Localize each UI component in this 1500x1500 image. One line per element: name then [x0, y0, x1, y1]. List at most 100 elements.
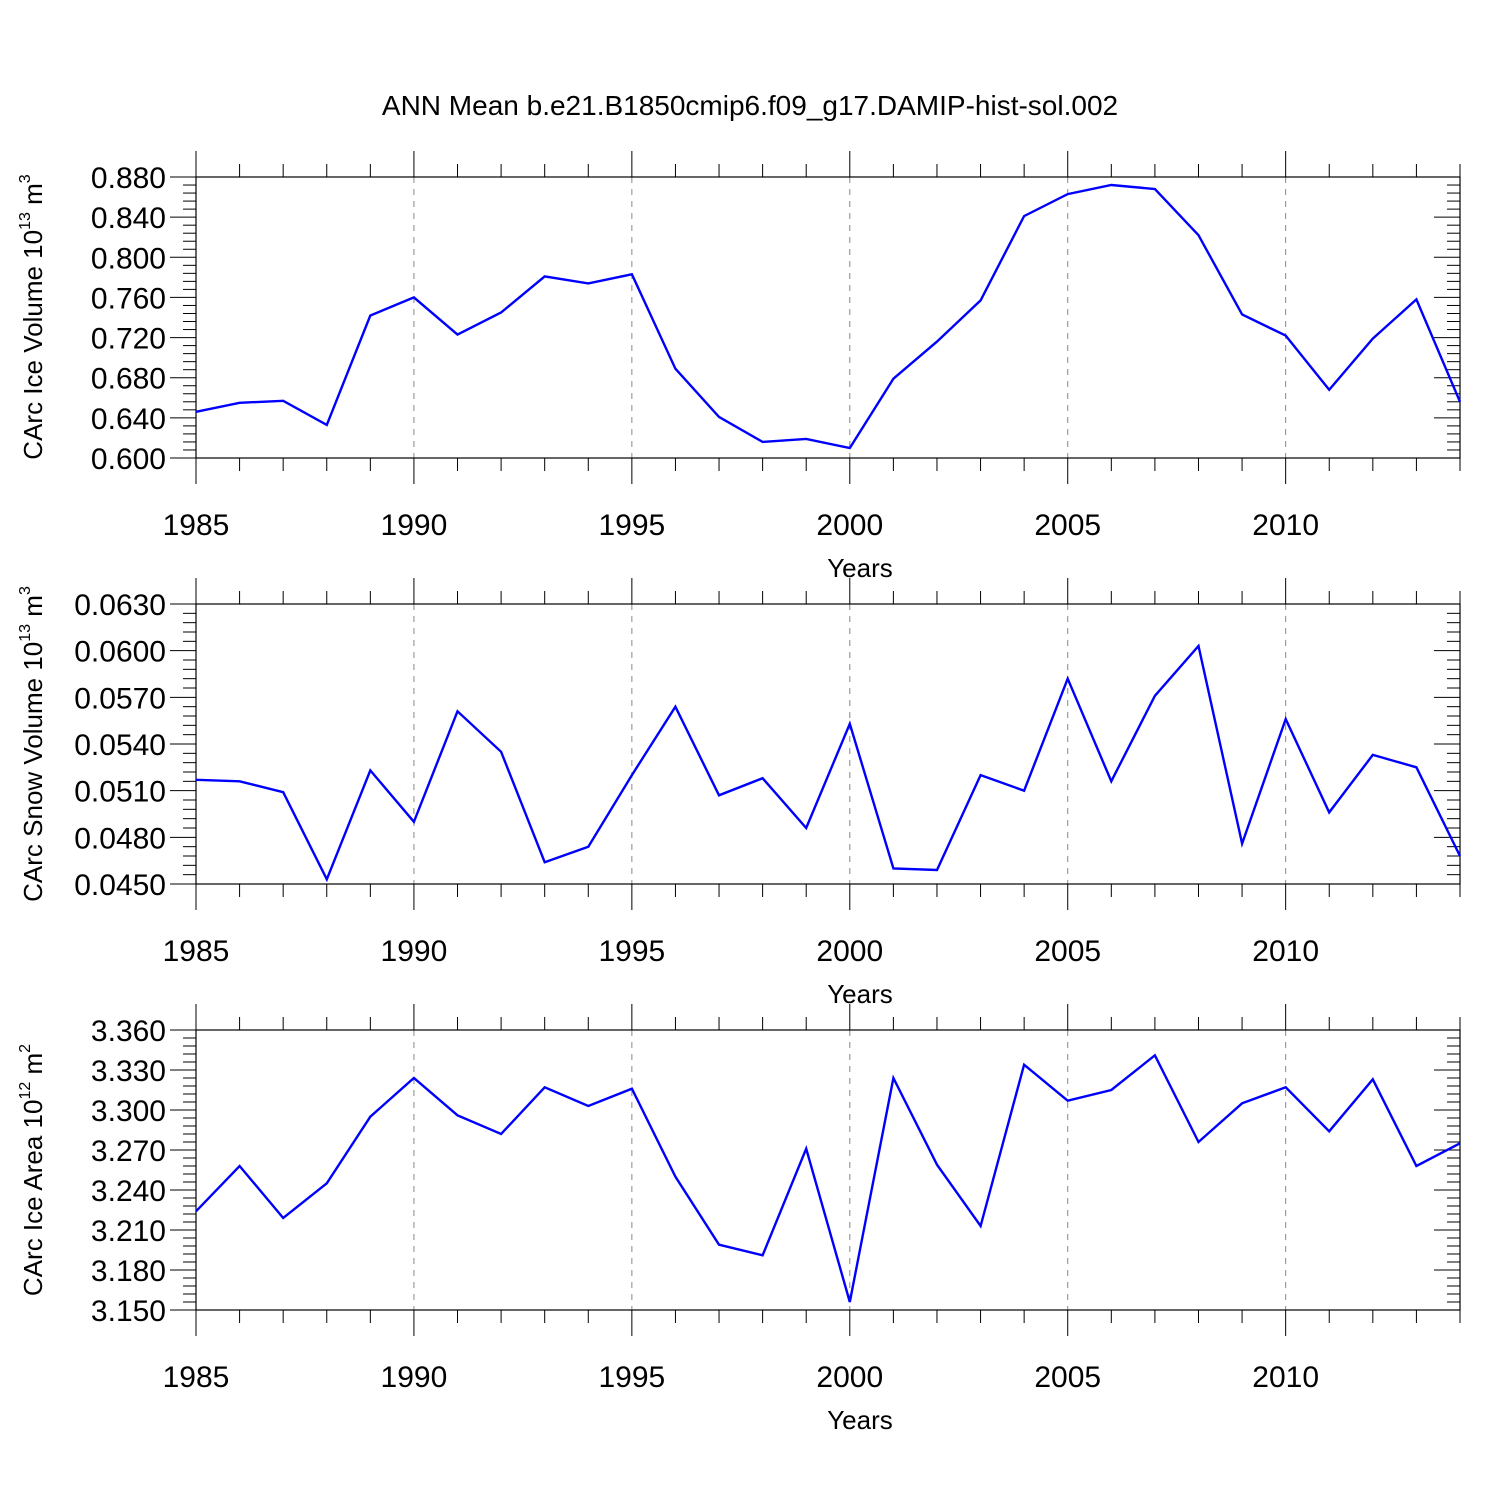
y-axis-title-unit-exp: 3: [17, 174, 34, 183]
data-point-1986: [238, 780, 241, 783]
y-tick-label-0: 0.0450: [74, 869, 166, 902]
data-point-1985: [195, 410, 198, 413]
y-tick-label-1: 0.0480: [74, 822, 166, 855]
y-tick-label-1: 3.180: [91, 1255, 166, 1288]
data-point-2004: [1023, 215, 1026, 218]
plot-frame: [195, 1029, 1461, 1311]
y-tick-label-6: 3.330: [91, 1055, 166, 1088]
data-point-1985: [195, 1210, 198, 1213]
data-point-1990: [412, 296, 415, 299]
data-point-1988: [325, 878, 328, 881]
plot-frame: [195, 603, 1461, 885]
x-tick-label-4: 2005: [1034, 509, 1101, 542]
data-point-2009: [1241, 1102, 1244, 1105]
series-line: [195, 1053, 1461, 1303]
data-point-1997: [718, 1243, 721, 1246]
data-point-2014: [1459, 1142, 1462, 1145]
data-point-2010: [1284, 718, 1287, 721]
x-tick-label-5: 2010: [1252, 509, 1319, 542]
y-axis-title-main: CArc Ice Volume 10: [18, 230, 48, 460]
x-axis-title: Years: [827, 1405, 893, 1435]
x-axis-title: Years: [827, 553, 893, 583]
y-tick-label-2: 0.680: [91, 363, 166, 396]
data-point-2003: [979, 774, 982, 777]
y-tick-label-3: 0.720: [91, 323, 166, 356]
x-tick-label-4: 2005: [1034, 1361, 1101, 1394]
data-point-1986: [238, 401, 241, 404]
panel-2: 0.0450 0.0480 0.0510 0.0540 0.0570 0.0600 0.06…: [17, 578, 1462, 1009]
data-point-2011: [1328, 388, 1331, 391]
data-point-2014: [1459, 400, 1462, 403]
data-point-1989: [369, 314, 372, 317]
data-point-2007: [1153, 694, 1156, 697]
y-tick-label-7: 0.880: [91, 162, 166, 195]
x-tick-label-0: 1985: [163, 1361, 230, 1394]
x-tick-label-0: 1985: [163, 935, 230, 968]
data-point-1993: [543, 1086, 546, 1089]
panel-1: 0.600 0.640 0.680 0.720 0.760 0.800 0.840 0.880…: [17, 151, 1462, 583]
data-point-1987: [282, 399, 285, 402]
data-point-2013: [1415, 298, 1418, 301]
y-axis-title-exp: 13: [17, 624, 34, 642]
y-tick-label-0: 3.150: [91, 1295, 166, 1328]
data-point-2011: [1328, 811, 1331, 814]
data-point-2008: [1197, 1141, 1200, 1144]
series-line: [195, 183, 1462, 450]
data-point-1990: [412, 820, 415, 823]
data-point-2001: [892, 1077, 895, 1080]
data-point-2014: [1459, 855, 1462, 858]
plot-frame: [195, 176, 1461, 459]
chart-title: ANN Mean b.e21.B1850cmip6.f09_g17.DAMIP-…: [382, 90, 1118, 121]
data-point-1986: [238, 1165, 241, 1168]
y-axis-title-main: CArc Snow Volume 10: [18, 642, 48, 902]
data-point-1994: [587, 282, 590, 285]
data-point-1997: [718, 794, 721, 797]
data-point-1988: [325, 423, 328, 426]
y-tick-label-3: 0.0540: [74, 729, 166, 762]
series-line: [195, 643, 1462, 883]
y-tick-label-1: 0.640: [91, 403, 166, 436]
data-point-2002: [936, 340, 939, 343]
panels: 0.600 0.640 0.680 0.720 0.760 0.800 0.840 0.880…: [17, 151, 1462, 1435]
data-point-2005: [1066, 193, 1069, 196]
data-point-2000: [848, 447, 851, 450]
x-tick-label-3: 2000: [816, 935, 883, 968]
y-tick-label-4: 3.270: [91, 1135, 166, 1168]
y-tick-label-6: 0.840: [91, 202, 166, 235]
data-point-1992: [500, 1133, 503, 1136]
y-tick-label-5: 3.300: [91, 1095, 166, 1128]
data-point-2012: [1371, 337, 1374, 340]
data-point-1989: [369, 1115, 372, 1118]
data-point-1994: [587, 845, 590, 848]
y-axis-title-exp: 12: [17, 1082, 34, 1100]
data-point-1985: [195, 778, 198, 781]
data-point-1987: [282, 791, 285, 794]
data-point-2012: [1371, 753, 1374, 756]
data-point-1998: [761, 1254, 764, 1257]
data-point-1998: [761, 777, 764, 780]
y-axis-title-unit: m: [18, 1053, 48, 1082]
y-axis-title-unit: m: [18, 183, 48, 212]
y-axis-title: CArc Ice Volume 1013 m3: [17, 174, 48, 459]
data-point-1996: [674, 367, 677, 370]
data-point-1991: [456, 1114, 459, 1117]
x-tick-label-5: 2010: [1252, 935, 1319, 968]
data-point-1993: [543, 275, 546, 278]
x-tick-label-5: 2010: [1252, 1361, 1319, 1394]
data-point-2003: [979, 299, 982, 302]
data-point-1998: [761, 440, 764, 443]
data-point-1991: [456, 333, 459, 336]
x-tick-label-3: 2000: [816, 509, 883, 542]
data-point-2001: [892, 867, 895, 870]
data-point-2007: [1153, 188, 1156, 191]
y-axis-title-unit-exp: 3: [17, 586, 34, 595]
x-tick-label-2: 1995: [598, 1361, 665, 1394]
data-point-2000: [848, 722, 851, 725]
x-axis-title: Years: [827, 979, 893, 1009]
y-axis-title: CArc Ice Area 1012 m2: [17, 1044, 48, 1296]
data-point-1990: [412, 1077, 415, 1080]
data-point-2010: [1284, 1086, 1287, 1089]
data-point-2010: [1284, 334, 1287, 337]
data-point-2000: [848, 1301, 851, 1304]
